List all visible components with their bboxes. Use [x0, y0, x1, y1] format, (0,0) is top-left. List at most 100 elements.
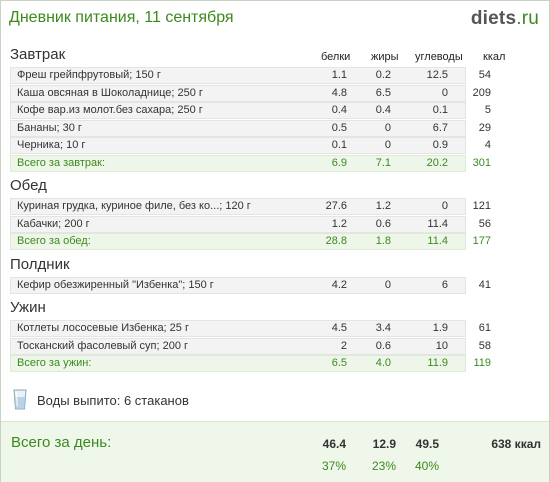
value-fat: 1.2: [375, 200, 391, 212]
value-kcal: 209: [472, 86, 491, 99]
value-kcal: 121: [472, 200, 491, 212]
value-fat: 0.6: [375, 217, 391, 230]
value-kcal: 41: [478, 278, 491, 291]
food-name: Кабачки; 200 г: [17, 217, 90, 230]
header: Дневник питания, 11 сентября diets.ru: [9, 8, 541, 32]
food-name: Каша овсяная в Шоколаднице; 250 г: [17, 86, 203, 99]
day-total-protein: 46.4: [322, 437, 346, 451]
value-fat: 0.4: [375, 104, 391, 116]
food-row[interactable]: Тосканский фасолевый суп; 200 г 2 0.6 10 58: [10, 337, 491, 355]
section-title: Ужин: [10, 299, 46, 316]
column-header-kcal: ккал: [483, 51, 506, 63]
meal-total-row: Всего за обед: 28.8 1.8 11.4 177: [10, 233, 491, 250]
day-total-title: Всего за день:: [11, 434, 112, 451]
value-fat: 0.6: [375, 339, 391, 352]
column-header-carbs: углеводы: [415, 51, 463, 63]
value-protein: 28.8: [325, 235, 347, 247]
food-row[interactable]: Котлеты лососевые Избенка; 25 г 4.5 3.4 1.9…: [10, 320, 491, 337]
value-protein: 2: [340, 339, 347, 352]
value-kcal: 5: [484, 104, 491, 116]
food-name: Тосканский фасолевый суп; 200 г: [17, 339, 189, 352]
value-protein: 0.1: [331, 139, 347, 151]
section-title: Полдник: [10, 255, 70, 273]
value-kcal: 61: [478, 322, 491, 334]
food-row[interactable]: Фреш грейпфрутовый; 150 г 1.1 0.2 12.5 54: [10, 67, 491, 84]
water-label: Воды выпито: 6 стаканов: [37, 393, 189, 408]
value-protein: 6.5: [331, 357, 347, 369]
column-header-protein: белки: [321, 51, 351, 63]
food-name: Куриная грудка, куриное филе, без ко...;…: [17, 200, 251, 212]
food-row[interactable]: Кефир обезжиренный "Избенка"; 150 г 4.2 0 6…: [10, 276, 491, 294]
day-percent-carbs: 40%: [414, 459, 439, 473]
value-carbs: 6.7: [432, 121, 448, 134]
food-row[interactable]: Бананы; 30 г 0.5 0 6.7 29: [10, 119, 491, 137]
food-row[interactable]: Куриная грудка, куриное филе, без ко...;…: [10, 198, 491, 215]
value-fat: 6.5: [375, 86, 391, 99]
meal-total-label: Всего за ужин:: [17, 357, 92, 369]
day-total-carbs: 49.5: [415, 437, 439, 451]
value-protein: 4.5: [331, 322, 347, 334]
meal-total-label: Всего за завтрак:: [17, 156, 106, 169]
day-total: Всего за день: 46.4 12.9 49.5 638 ккал 3…: [1, 421, 549, 482]
value-carbs: 11.4: [427, 217, 448, 230]
section-title: Обед: [10, 177, 47, 194]
food-name: Фреш грейпфрутовый; 150 г: [17, 69, 161, 81]
value-fat: 3.4: [375, 322, 391, 334]
value-carbs: 20.2: [426, 156, 448, 169]
food-name: Котлеты лососевые Избенка; 25 г: [17, 322, 189, 334]
value-protein: 27.6: [325, 200, 347, 212]
day-percent-fat: 23%: [371, 459, 396, 473]
value-fat: 7.1: [375, 156, 391, 169]
meal-total-label: Всего за обед:: [17, 235, 91, 247]
food-name: Кефир обезжиренный "Избенка"; 150 г: [17, 278, 214, 291]
value-kcal: 58: [478, 339, 491, 352]
value-carbs: 11.4: [427, 235, 448, 247]
day-percent-protein: 37%: [321, 459, 346, 473]
value-protein: 1.1: [331, 69, 347, 81]
value-protein: 4.2: [331, 278, 347, 291]
water-glass-icon: [13, 389, 27, 410]
value-fat: 0: [384, 139, 391, 151]
value-carbs: 10: [435, 339, 448, 352]
value-fat: 1.8: [375, 235, 391, 247]
value-carbs: 1.9: [432, 322, 448, 334]
section-title: Завтрак: [10, 46, 66, 63]
food-row[interactable]: Черника; 10 г 0.1 0 0.9 4: [10, 137, 491, 154]
value-carbs: 12.5: [426, 69, 448, 81]
value-protein: 4.8: [331, 86, 347, 99]
value-fat: 0: [384, 278, 391, 291]
value-kcal: 301: [472, 156, 491, 169]
value-protein: 1.2: [331, 217, 347, 230]
value-carbs: 0.9: [432, 139, 448, 151]
page-title: Дневник питания, 11 сентября: [9, 9, 234, 26]
food-row[interactable]: Кофе вар.из молот.без сахара; 250 г 0.4 0.…: [10, 102, 491, 119]
value-carbs: 6: [441, 278, 448, 291]
food-row[interactable]: Каша овсяная в Шоколаднице; 250 г 4.8 6.5 0…: [10, 84, 491, 102]
value-kcal: 4: [484, 139, 491, 151]
value-kcal: 56: [478, 217, 491, 230]
value-protein: 0.5: [331, 121, 347, 134]
value-kcal: 29: [478, 121, 491, 134]
value-protein: 0.4: [331, 104, 347, 116]
value-carbs: 0.1: [432, 104, 448, 116]
meal-total-row: Всего за ужин: 6.5 4.0 11.9 119: [10, 355, 491, 372]
value-kcal: 177: [472, 235, 491, 247]
value-carbs: 0: [441, 86, 448, 99]
value-fat: 0: [384, 121, 391, 134]
value-kcal: 119: [473, 357, 491, 369]
food-name: Бананы; 30 г: [17, 121, 82, 134]
value-carbs: 0: [441, 200, 448, 212]
value-carbs: 11.9: [427, 357, 448, 369]
day-total-kcal: 638 ккал: [491, 437, 541, 451]
logo-tld: .ru: [516, 8, 539, 29]
column-header-fat: жиры: [371, 51, 399, 63]
value-kcal: 54: [478, 69, 491, 81]
food-name: Кофе вар.из молот.без сахара; 250 г: [17, 104, 203, 116]
meal-total-row: Всего за завтрак: 6.9 7.1 20.2 301: [10, 154, 491, 172]
diets-logo[interactable]: diets.ru: [471, 8, 539, 30]
food-row[interactable]: Кабачки; 200 г 1.2 0.6 11.4 56: [10, 215, 491, 233]
value-fat: 0.2: [375, 69, 391, 81]
logo-main: diets: [470, 8, 517, 29]
day-total-fat: 12.9: [372, 437, 396, 451]
